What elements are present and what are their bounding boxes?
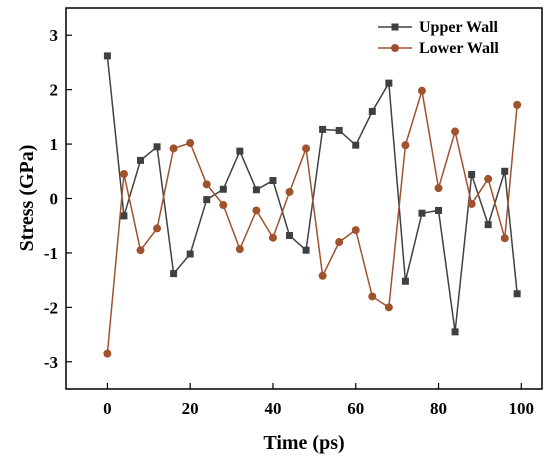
x-axis-title: Time (ps) — [263, 432, 344, 454]
series-upper-wall — [103, 52, 521, 336]
data-point-lower-wall — [434, 184, 443, 193]
data-point-upper-wall — [286, 232, 294, 240]
data-point-lower-wall — [451, 127, 460, 136]
data-point-upper-wall — [484, 221, 492, 229]
data-point-upper-wall — [203, 196, 211, 204]
data-point-lower-wall — [119, 170, 128, 179]
data-point-lower-wall — [351, 226, 360, 235]
series-lower-wall — [103, 86, 522, 358]
y-tick-label: -3 — [44, 353, 58, 372]
y-tick-label: 0 — [50, 190, 59, 209]
axis-ticks: 0 20 40 60 80 100 -3 -2 -1 0 1 2 3 — [44, 26, 534, 418]
data-point-lower-wall — [186, 138, 195, 147]
data-point-lower-wall — [252, 206, 261, 215]
data-point-lower-wall — [513, 100, 522, 109]
data-point-upper-wall — [120, 212, 128, 220]
data-point-upper-wall — [385, 79, 393, 87]
data-point-upper-wall — [302, 246, 310, 254]
data-point-lower-wall — [169, 144, 178, 153]
data-point-upper-wall — [252, 186, 260, 194]
data-point-lower-wall — [285, 187, 294, 196]
data-point-upper-wall — [103, 52, 111, 60]
data-point-lower-wall — [302, 144, 311, 153]
data-point-lower-wall — [484, 174, 493, 183]
legend-label: Upper Wall — [419, 19, 499, 36]
legend-label: Lower Wall — [419, 40, 499, 57]
x-tick-label: 100 — [509, 399, 535, 418]
x-tick-label: 80 — [430, 399, 447, 418]
data-point-upper-wall — [319, 125, 327, 133]
legend: Upper Wall Lower Wall — [378, 19, 499, 57]
y-tick-label: 1 — [50, 135, 59, 154]
data-point-upper-wall — [236, 147, 244, 155]
data-point-lower-wall — [136, 246, 145, 255]
x-tick-label: 40 — [264, 399, 281, 418]
data-point-upper-wall — [468, 171, 476, 179]
data-point-upper-wall — [153, 143, 161, 151]
x-tick-label: 0 — [103, 399, 112, 418]
y-tick-label: 2 — [50, 81, 59, 100]
data-point-lower-wall — [417, 86, 426, 95]
data-point-upper-wall — [170, 270, 178, 278]
data-point-upper-wall — [352, 141, 360, 149]
legend-entry-upper-wall: Upper Wall — [378, 19, 499, 36]
data-point-lower-wall — [268, 233, 277, 242]
data-point-upper-wall — [401, 277, 409, 285]
data-point-upper-wall — [368, 107, 376, 115]
data-point-lower-wall — [335, 238, 344, 247]
data-point-upper-wall — [137, 156, 145, 164]
data-point-upper-wall — [219, 185, 227, 193]
data-point-upper-wall — [451, 328, 459, 336]
data-point-lower-wall — [103, 349, 112, 358]
data-point-lower-wall — [153, 224, 162, 233]
series-layer — [103, 52, 522, 358]
data-point-lower-wall — [384, 303, 393, 312]
data-point-upper-wall — [335, 126, 343, 134]
y-tick-label: -2 — [44, 298, 58, 317]
data-point-lower-wall — [219, 201, 228, 210]
data-point-upper-wall — [513, 290, 521, 298]
legend-marker — [391, 44, 399, 52]
data-point-lower-wall — [368, 292, 377, 301]
data-point-upper-wall — [269, 177, 277, 185]
data-point-lower-wall — [467, 199, 476, 208]
y-tick-label: 3 — [50, 26, 59, 45]
legend-marker — [391, 23, 399, 31]
data-point-lower-wall — [202, 180, 211, 189]
data-point-upper-wall — [435, 206, 443, 214]
data-point-upper-wall — [501, 167, 509, 175]
data-point-upper-wall — [186, 250, 194, 258]
x-tick-label: 20 — [182, 399, 199, 418]
data-point-lower-wall — [318, 271, 327, 280]
data-point-lower-wall — [235, 245, 244, 254]
data-point-lower-wall — [401, 141, 410, 150]
x-tick-label: 60 — [347, 399, 364, 418]
y-axis-title: Stress (GPa) — [16, 145, 38, 252]
y-tick-label: -1 — [44, 244, 58, 263]
data-point-upper-wall — [418, 209, 426, 217]
legend-entry-lower-wall: Lower Wall — [378, 40, 499, 57]
data-point-lower-wall — [500, 234, 509, 243]
